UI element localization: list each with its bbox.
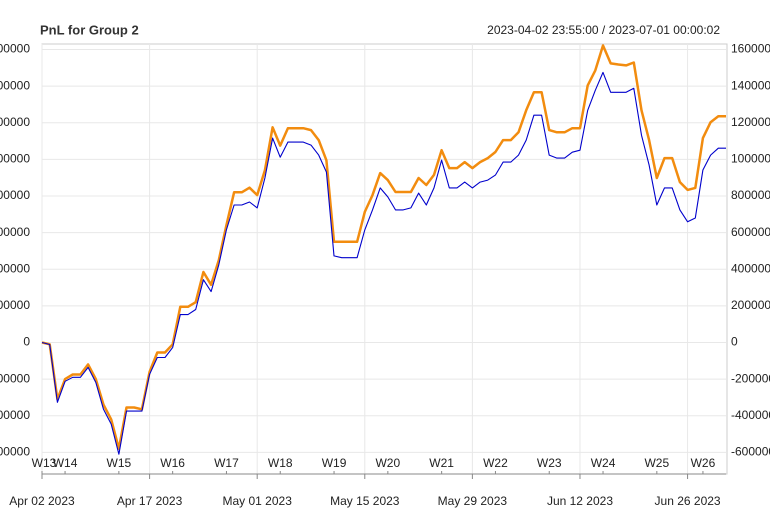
week-label: W25 xyxy=(644,456,669,470)
y2-tick-label: 0 xyxy=(731,335,738,349)
chart-title: PnL for Group 2 xyxy=(40,22,139,37)
y2-tick-label: 600000 xyxy=(731,225,770,239)
x-tick-label: Apr 02 2023 xyxy=(9,494,75,508)
y2-tick-label: 200000 xyxy=(731,298,770,312)
week-label: W23 xyxy=(537,456,562,470)
y-tick-label: 800000 xyxy=(0,188,30,202)
week-label: W20 xyxy=(375,456,400,470)
x-tick-label: May 15 2023 xyxy=(330,494,400,508)
y-tick-label: -400000 xyxy=(0,408,30,422)
x-tick-label: Jun 26 2023 xyxy=(655,494,721,508)
y-tick-label: -200000 xyxy=(0,371,30,385)
week-label: W22 xyxy=(483,456,508,470)
x-tick-label: May 29 2023 xyxy=(438,494,508,508)
x-tick-label: Jun 12 2023 xyxy=(547,494,613,508)
week-label: W19 xyxy=(322,456,347,470)
pnl-line xyxy=(41,44,726,450)
y-tick-label: -600000 xyxy=(0,445,30,459)
y2-tick-label: 1600000 xyxy=(731,42,770,56)
y-tick-label: 1600000 xyxy=(0,42,30,56)
y2-tick-label: -200000 xyxy=(731,371,770,385)
x-tick-label: May 01 2023 xyxy=(222,494,292,508)
pnl-line xyxy=(41,71,726,455)
week-label: W21 xyxy=(429,456,454,470)
y-tick-label: 200000 xyxy=(0,298,30,312)
plot-area xyxy=(41,43,728,475)
week-label: W14 xyxy=(53,456,78,470)
y2-tick-label: 400000 xyxy=(731,261,770,275)
week-label: W16 xyxy=(160,456,185,470)
week-label: W13 xyxy=(32,456,57,470)
week-label: W17 xyxy=(214,456,239,470)
y-tick-label: 0 xyxy=(23,335,30,349)
y-tick-label: 600000 xyxy=(0,225,30,239)
week-label: W15 xyxy=(107,456,132,470)
y-tick-label: 400000 xyxy=(0,261,30,275)
week-label: W24 xyxy=(591,456,616,470)
date-range: 2023-04-02 23:55:00 / 2023-07-01 00:00:0… xyxy=(487,23,720,37)
y2-tick-label: -400000 xyxy=(731,408,770,422)
week-label: W26 xyxy=(691,456,716,470)
x-tick-label: Apr 17 2023 xyxy=(117,494,183,508)
week-label: W18 xyxy=(268,456,293,470)
y2-tick-label: 800000 xyxy=(731,188,770,202)
y2-tick-label: -600000 xyxy=(731,445,770,459)
